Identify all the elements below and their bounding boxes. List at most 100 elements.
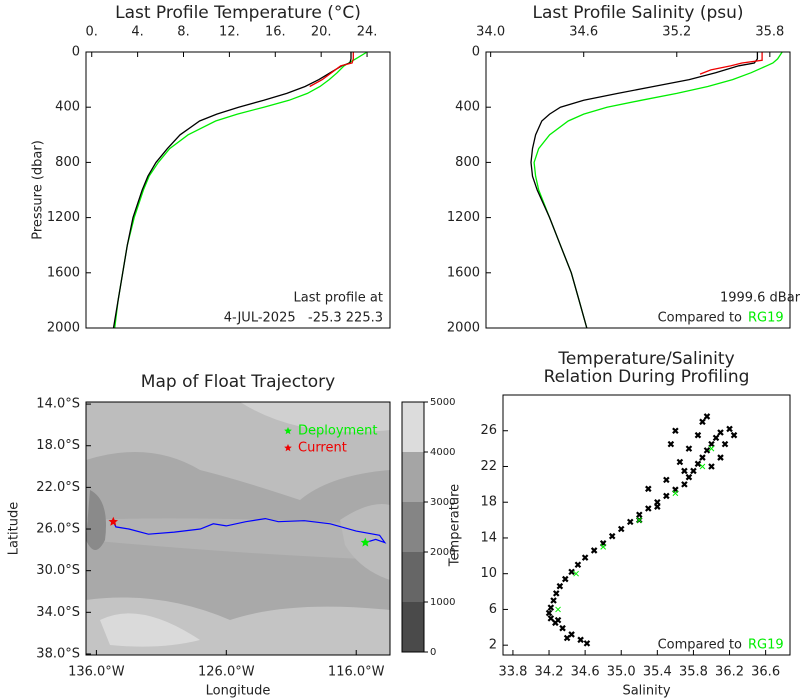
y-tick-label: 0	[72, 45, 80, 60]
legend-star	[284, 444, 292, 452]
data-line	[309, 52, 354, 88]
colorbar-band	[402, 452, 424, 502]
chart-title: Last Profile Salinity (psu)	[532, 3, 743, 23]
scatter-point	[685, 473, 693, 481]
y-tick-label: 38.0°S	[36, 646, 80, 661]
scatter-point	[617, 525, 625, 533]
colorbar-tick-label: 0	[430, 647, 436, 658]
scatter-point	[552, 590, 560, 597]
x-tick-label: 16.	[265, 25, 286, 40]
colorbar-tick-label: 1000	[430, 597, 455, 608]
data-line	[112, 52, 352, 329]
scatter-point	[608, 532, 616, 540]
colorbar-band	[402, 552, 424, 602]
y-tick-label: 1600	[447, 265, 480, 280]
scatter-point	[559, 624, 566, 632]
scatter-point	[703, 447, 711, 454]
x-tick-label: 34.6	[569, 25, 598, 40]
marker-star	[360, 537, 371, 547]
scatter-point	[645, 505, 652, 512]
x-tick-label: 36.2	[715, 665, 744, 680]
x-tick-label: 116.0°W	[328, 665, 385, 680]
colorbar-band	[402, 402, 424, 452]
y-tick-label: 26.0°S	[36, 522, 80, 537]
scatter-point	[590, 547, 598, 554]
scatter-point	[561, 575, 569, 583]
scatter-point	[730, 431, 738, 439]
scatter-point	[563, 634, 571, 642]
scatter-point	[554, 616, 562, 624]
scatter-point	[547, 615, 555, 622]
map-background	[86, 402, 390, 655]
colorbar-frame	[401, 401, 425, 653]
plot-frame	[85, 51, 391, 329]
y-tick-label: 1600	[47, 265, 80, 280]
x-tick-label: 36.6	[751, 665, 780, 680]
data-line	[530, 52, 759, 329]
x-tick-label: 35.4	[643, 665, 672, 680]
x-tick-label: 34.2	[535, 665, 564, 680]
scatter-point	[547, 604, 555, 611]
scatter-point	[699, 454, 706, 461]
scatter-point	[583, 640, 591, 647]
y-tick-label: 18	[480, 495, 497, 510]
annotation: Last profile at	[294, 291, 383, 306]
legend-label: Deployment	[298, 424, 378, 439]
x-tick-label: 20.	[311, 25, 332, 40]
scatter-point	[663, 492, 670, 500]
y-tick-label: 34.0°S	[36, 605, 80, 620]
annotation: 1999.6 dBar	[720, 291, 800, 306]
y-tick-label: 22	[480, 459, 497, 474]
scatter-point	[577, 636, 584, 644]
scatter-point	[699, 463, 706, 470]
scatter-point	[721, 440, 729, 448]
y-tick-label: 400	[55, 100, 80, 115]
legend-star	[284, 427, 292, 435]
marker-star	[108, 516, 118, 526]
y-axis-label: Latitude	[7, 502, 22, 556]
annotation: Compared to	[658, 311, 742, 326]
annotation-reference: RG19	[748, 638, 784, 653]
scatter-point	[667, 440, 675, 448]
scatter-point	[708, 463, 715, 470]
x-tick-label: 0.	[86, 25, 98, 40]
scatter-point	[681, 481, 688, 488]
y-tick-label: 14	[480, 530, 497, 545]
colorbar-tick-label: 5000	[430, 397, 455, 408]
scatter-point	[550, 597, 557, 604]
y-axis-label: Temperature	[448, 484, 463, 567]
x-tick-label: 34.0	[476, 25, 505, 40]
chart-title: Last Profile Temperature (°C)	[115, 3, 361, 23]
plot-frame	[485, 51, 791, 329]
scatter-point	[654, 503, 661, 510]
annotation-reference: RG19	[748, 311, 784, 326]
scatter-point	[676, 458, 684, 466]
scatter-point	[690, 467, 697, 475]
colorbar-band	[402, 602, 424, 652]
colorbar-band	[402, 502, 424, 552]
legend-label: Current	[298, 441, 347, 456]
y-tick-label: 800	[55, 155, 80, 170]
scatter-point	[626, 518, 634, 526]
data-line	[533, 51, 783, 329]
y-axis-label: Pressure (dbar)	[31, 140, 46, 240]
y-tick-label: 400	[455, 100, 480, 115]
y-tick-label: 0	[472, 45, 480, 60]
scatter-point	[694, 431, 702, 439]
y-tick-label: 2000	[47, 321, 80, 336]
scatter-point	[699, 418, 706, 426]
scatter-point	[600, 544, 607, 550]
x-tick-label: 33.8	[498, 665, 527, 680]
scatter-point	[672, 490, 679, 497]
data-line	[114, 51, 368, 329]
y-tick-label: 30.0°S	[36, 563, 80, 578]
colorbar-tick-label: 4000	[430, 447, 455, 458]
annotation: Compared to	[658, 638, 742, 653]
scatter-point	[717, 454, 724, 461]
x-tick-label: 12.	[219, 25, 240, 40]
plot-frame	[85, 401, 391, 656]
x-tick-label: 34.6	[571, 665, 600, 680]
scatter-point	[703, 413, 711, 420]
scatter-point	[708, 445, 715, 452]
x-tick-label: 8.	[177, 25, 189, 40]
